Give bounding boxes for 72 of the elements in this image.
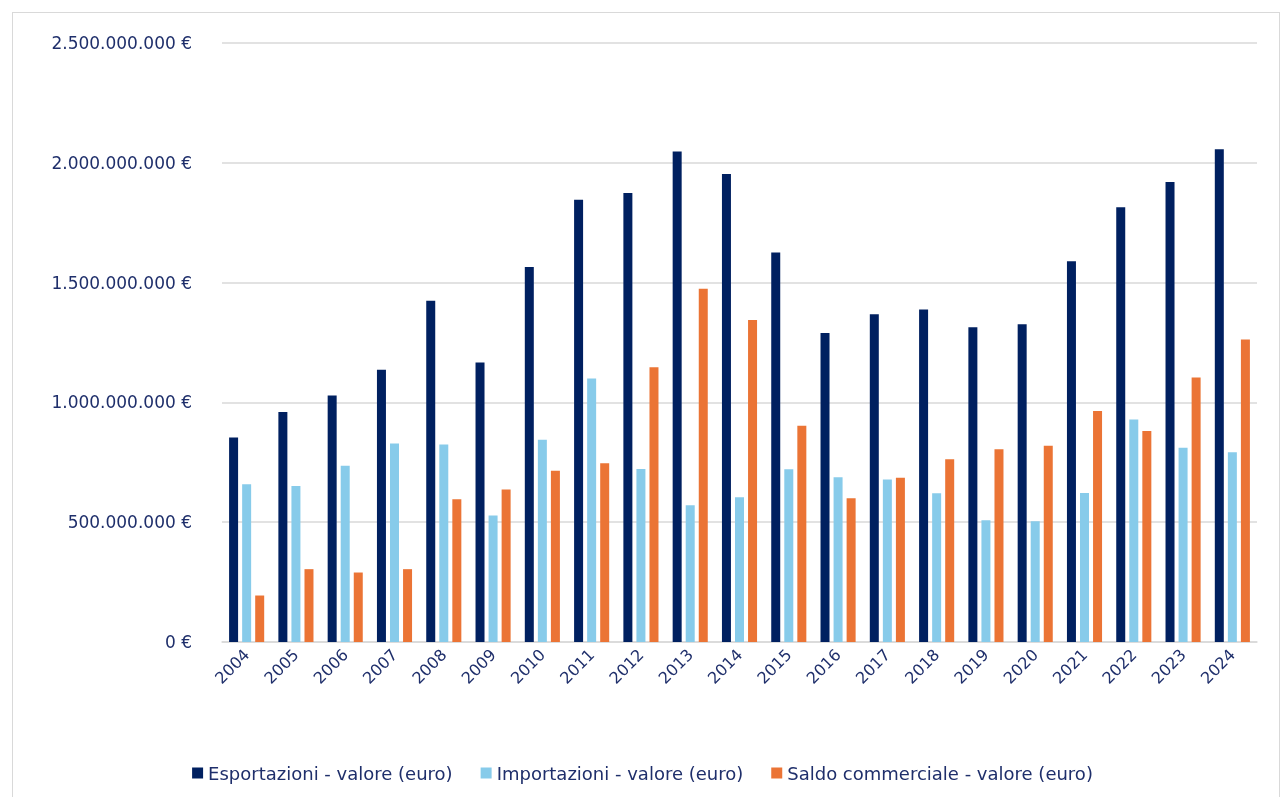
bar [1227, 452, 1237, 642]
legend-label: Esportazioni - valore (euro) [208, 762, 453, 784]
bar [994, 449, 1004, 642]
y-tick-label: 2.000.000.000 € [51, 152, 192, 173]
bar [748, 319, 758, 642]
bar [403, 569, 413, 642]
bar [636, 469, 646, 642]
bar [1093, 411, 1103, 642]
bar [304, 569, 314, 642]
bar [1165, 181, 1175, 642]
bar [981, 520, 991, 642]
bar [1129, 419, 1139, 642]
bar [488, 515, 498, 642]
legend-label: Saldo commerciale - valore (euro) [787, 762, 1093, 784]
bar [475, 362, 485, 642]
bar [537, 439, 547, 642]
y-tick-label: 0 € [164, 632, 192, 652]
bar [784, 469, 794, 642]
bar [1240, 339, 1250, 642]
bar [439, 444, 449, 642]
bar [574, 199, 584, 642]
bar [833, 477, 843, 642]
bar [242, 484, 252, 642]
bar [1178, 447, 1188, 642]
bar [1030, 521, 1040, 642]
bar [820, 332, 830, 642]
bar [735, 497, 744, 642]
bar [623, 192, 633, 642]
bar [1142, 430, 1152, 642]
bar [550, 470, 560, 642]
bar [524, 267, 534, 642]
bar [919, 309, 929, 642]
bar [600, 463, 610, 642]
y-tick-label: 2.500.000.000 € [51, 33, 192, 53]
bar [1017, 324, 1027, 642]
bar [452, 499, 462, 642]
bar [797, 425, 807, 642]
bar [1043, 445, 1053, 642]
bar [771, 252, 781, 642]
bar [255, 595, 265, 642]
bar [698, 288, 708, 642]
legend-label: Importazioni - valore (euro) [496, 762, 744, 784]
bar [945, 459, 955, 642]
bar [721, 174, 731, 642]
bar [882, 479, 892, 642]
bar [968, 327, 978, 642]
bar [672, 151, 682, 642]
bar [869, 314, 879, 642]
bar [1080, 492, 1089, 642]
y-tick-label: 1.000.000.000 € [51, 392, 192, 413]
bar [649, 367, 659, 642]
bar [685, 505, 695, 642]
bar [587, 378, 597, 642]
bar [278, 411, 288, 642]
bar [340, 465, 350, 642]
bar [932, 493, 942, 642]
bar [390, 443, 399, 642]
bar [229, 437, 239, 642]
bar [353, 572, 363, 642]
bar [1116, 207, 1126, 642]
bar [327, 395, 337, 642]
bar [1191, 377, 1201, 642]
bar [1214, 149, 1224, 642]
bar [376, 369, 386, 642]
bar [291, 486, 301, 642]
y-tick-label: 500.000.000 € [67, 512, 192, 533]
bar [1066, 261, 1076, 642]
bar [426, 300, 436, 642]
y-tick-label: 1.500.000.000 € [51, 272, 192, 293]
bar [846, 498, 856, 642]
bar [895, 477, 905, 642]
bar [501, 489, 511, 642]
